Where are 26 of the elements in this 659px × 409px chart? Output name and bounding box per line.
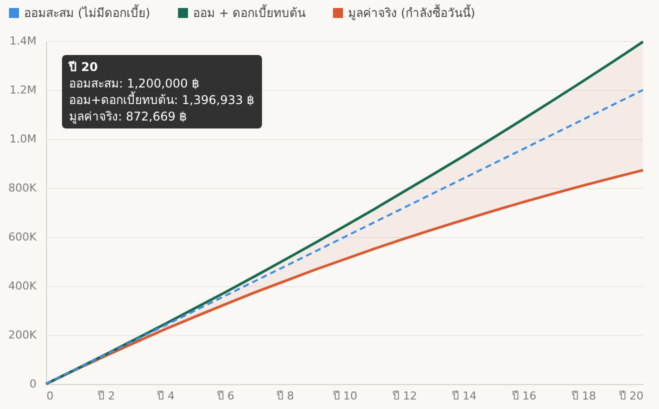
legend-label: ออมสะสม (ไม่มีดอกเบี้ย) [24, 4, 150, 20]
x-tick-label: ปี 4 [156, 390, 175, 402]
x-tick-label: ปี 6 [216, 390, 234, 402]
y-tick-label: 800K [8, 182, 38, 194]
x-tick-label: ปี 20 [618, 390, 644, 402]
y-tick-label: 400K [8, 280, 38, 292]
legend-label: ออม + ดอกเบี้ยทบต้น [193, 4, 306, 20]
y-tick-label: 600K [8, 230, 38, 244]
y-tick-label: 200K [8, 328, 38, 342]
x-tick-label: ปี 14 [451, 390, 477, 402]
x-tick-label: 0 [46, 390, 54, 402]
annotation: ปี 20 [68, 60, 98, 74]
y-tick-label: 1.4M [10, 34, 36, 48]
y-tick-label: 1.0M [10, 132, 36, 146]
x-tick-label: ปี 2 [96, 390, 115, 402]
x-tick-label: ปี 16 [510, 390, 536, 402]
y-tick-label: 1.2M [10, 84, 36, 96]
x-tick-label: ปี 12 [391, 390, 417, 402]
annotation: ออม+ดอกเบี้ยทบต้น: 1,396,933 ฿ [69, 91, 254, 107]
x-tick-label: ปี 18 [570, 390, 596, 402]
x-tick-label: ปี 8 [276, 390, 294, 402]
annotation: มูลค่าจริง: 872,669 ฿ [69, 110, 187, 124]
y-tick-label: 0 [30, 378, 36, 390]
annotation: ออมสะสม: 1,200,000 ฿ [69, 76, 200, 90]
legend-label: มูลค่าจริง (กำลังซื้อวันนี้) [348, 4, 476, 21]
x-tick-label: ปี 10 [332, 390, 358, 402]
